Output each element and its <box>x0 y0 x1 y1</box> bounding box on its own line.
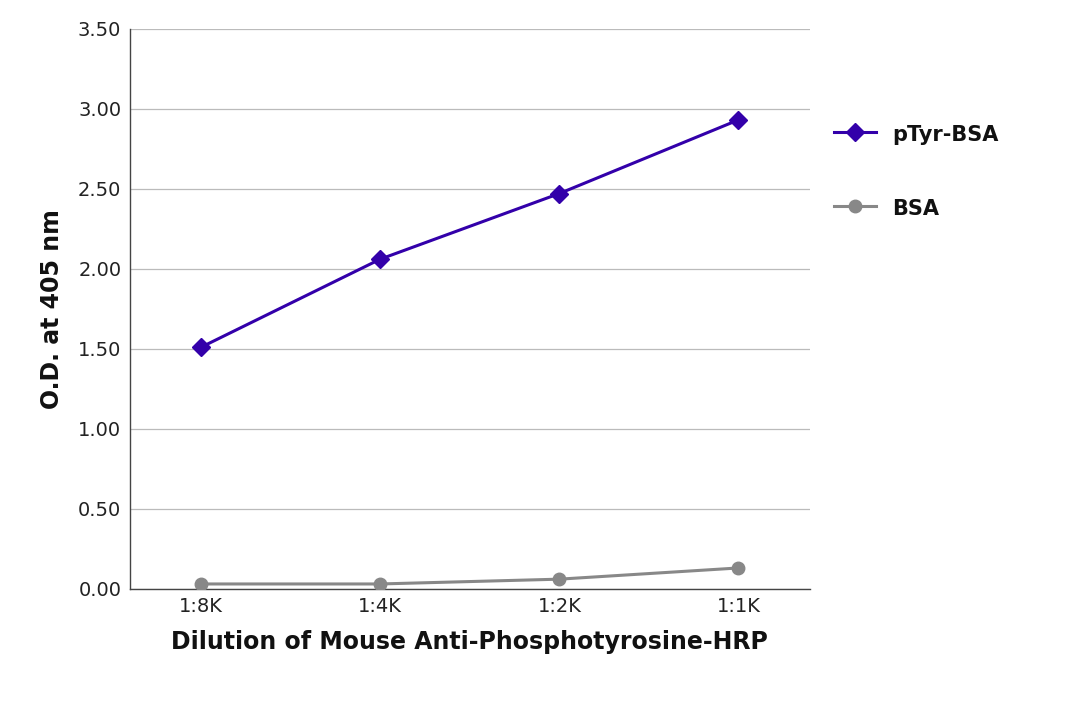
Legend: pTyr-BSA, BSA: pTyr-BSA, BSA <box>834 123 999 219</box>
Line: BSA: BSA <box>195 561 744 590</box>
Line: pTyr-BSA: pTyr-BSA <box>195 113 744 353</box>
BSA <box>732 564 745 572</box>
pTyr-BSA <box>732 116 745 124</box>
BSA <box>194 579 207 588</box>
BSA <box>553 575 566 584</box>
pTyr-BSA <box>374 255 387 264</box>
Y-axis label: O.D. at 405 nm: O.D. at 405 nm <box>40 209 64 409</box>
pTyr-BSA <box>553 190 566 198</box>
pTyr-BSA <box>194 342 207 351</box>
X-axis label: Dilution of Mouse Anti-Phosphotyrosine-HRP: Dilution of Mouse Anti-Phosphotyrosine-H… <box>172 630 768 654</box>
BSA <box>374 579 387 588</box>
